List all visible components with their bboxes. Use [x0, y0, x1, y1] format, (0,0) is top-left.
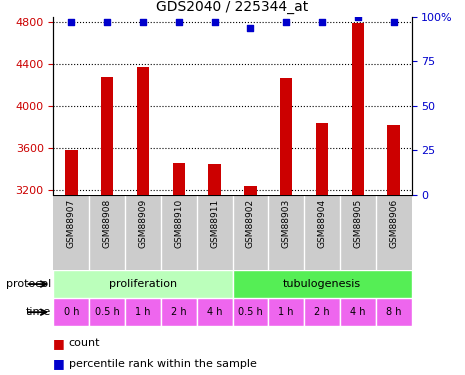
Text: percentile rank within the sample: percentile rank within the sample [69, 359, 257, 369]
Text: GSM88908: GSM88908 [103, 199, 112, 248]
Text: GSM88907: GSM88907 [67, 199, 76, 248]
Text: GSM88904: GSM88904 [318, 199, 326, 248]
Point [67, 19, 75, 25]
Bar [304, 298, 340, 326]
Text: 0.5 h: 0.5 h [238, 307, 263, 317]
Text: 1 h: 1 h [135, 307, 151, 317]
Bar [316, 123, 328, 375]
Text: ■: ■ [53, 357, 69, 370]
Text: ■: ■ [53, 337, 69, 350]
Point [318, 19, 325, 25]
Text: tubulogenesis: tubulogenesis [283, 279, 361, 289]
Bar [173, 162, 185, 375]
Bar [232, 298, 268, 326]
Text: GSM88903: GSM88903 [282, 199, 291, 248]
Text: 4 h: 4 h [350, 307, 365, 317]
Bar [352, 23, 364, 375]
Bar [53, 270, 232, 298]
Bar [65, 150, 78, 375]
Bar [376, 298, 412, 326]
Point [175, 19, 182, 25]
Point [354, 14, 361, 20]
Text: GSM88910: GSM88910 [174, 199, 183, 248]
Bar [340, 298, 376, 326]
Bar [137, 67, 149, 375]
Text: GSM88905: GSM88905 [353, 199, 362, 248]
Text: 2 h: 2 h [314, 307, 330, 317]
Bar [232, 270, 412, 298]
Point [246, 25, 254, 31]
Bar [244, 186, 257, 375]
Point [282, 19, 290, 25]
Bar [280, 78, 292, 375]
Bar [387, 125, 400, 375]
Text: GSM88911: GSM88911 [210, 199, 219, 248]
Bar [161, 298, 197, 326]
Bar [268, 298, 304, 326]
Text: 2 h: 2 h [171, 307, 186, 317]
Point [103, 19, 111, 25]
Bar [53, 298, 89, 326]
Text: 0.5 h: 0.5 h [95, 307, 120, 317]
Text: 4 h: 4 h [207, 307, 222, 317]
Bar [101, 76, 113, 375]
Text: 0 h: 0 h [64, 307, 79, 317]
Text: GSM88906: GSM88906 [389, 199, 398, 248]
Text: protocol: protocol [6, 279, 51, 289]
Point [211, 19, 218, 25]
Text: proliferation: proliferation [109, 279, 177, 289]
Text: count: count [69, 338, 100, 348]
Text: GSM88902: GSM88902 [246, 199, 255, 248]
Text: 1 h: 1 h [279, 307, 294, 317]
Bar [197, 298, 232, 326]
Text: 8 h: 8 h [386, 307, 401, 317]
Bar [208, 164, 221, 375]
Text: GSM88909: GSM88909 [139, 199, 147, 248]
Bar [89, 298, 125, 326]
Bar [125, 298, 161, 326]
Point [139, 19, 146, 25]
Point [390, 19, 397, 25]
Title: GDS2040 / 225344_at: GDS2040 / 225344_at [156, 0, 309, 15]
Text: time: time [26, 307, 51, 317]
